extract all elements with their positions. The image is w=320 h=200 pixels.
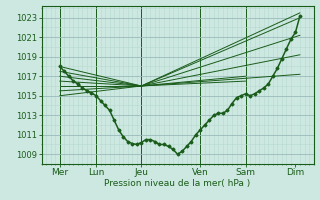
X-axis label: Pression niveau de la mer( hPa ): Pression niveau de la mer( hPa ): [104, 179, 251, 188]
